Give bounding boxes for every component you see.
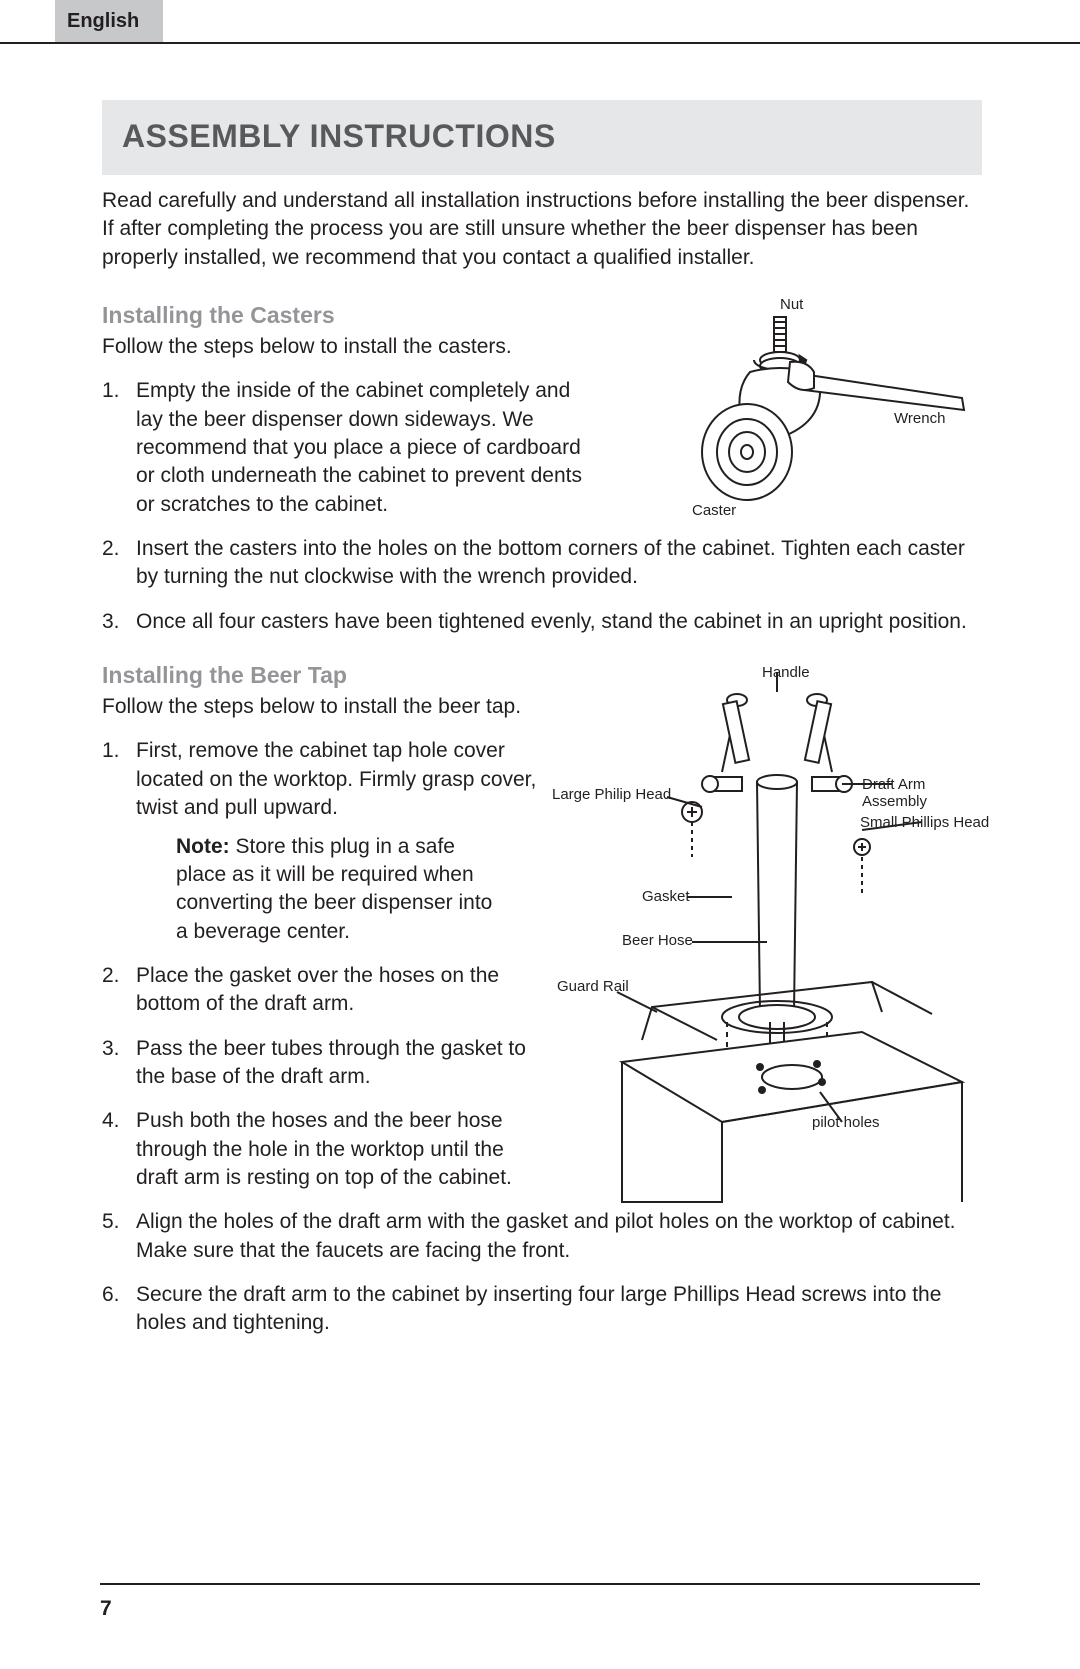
tap-step-4-text: Push both the hoses and the beer hose th… bbox=[136, 1109, 512, 1189]
tap-section: Handle Large Philip Head Draft Arm Assem… bbox=[102, 662, 982, 1338]
label-beer-hose: Beer Hose bbox=[622, 932, 693, 949]
label-draft-arm: Draft Arm Assembly bbox=[862, 776, 992, 810]
label-large-phillips: Large Philip Head bbox=[552, 786, 671, 803]
tap-step-6-text: Secure the draft arm to the cabinet by i… bbox=[136, 1283, 941, 1334]
casters-step-3-text: Once all four casters have been tightene… bbox=[136, 610, 967, 633]
tap-step-1: 1.First, remove the cabinet tap hole cov… bbox=[102, 737, 542, 945]
tap-step-3-text: Pass the beer tubes through the gasket t… bbox=[136, 1037, 526, 1088]
label-guard-rail: Guard Rail bbox=[557, 978, 629, 995]
intro-paragraph: Read carefully and understand all instal… bbox=[102, 187, 982, 272]
tap-step-4: 4.Push both the hoses and the beer hose … bbox=[102, 1107, 542, 1192]
casters-section: Nut Wrench Caster Installing the Casters… bbox=[102, 302, 982, 636]
label-gasket: Gasket bbox=[642, 888, 690, 905]
casters-step-2: 2.Insert the casters into the holes on t… bbox=[102, 535, 982, 592]
casters-step-3: 3.Once all four casters have been tighte… bbox=[102, 608, 982, 636]
content-area: ASSEMBLY INSTRUCTIONS Read carefully and… bbox=[102, 100, 982, 1364]
casters-step-1: 1.Empty the inside of the cabinet comple… bbox=[102, 377, 602, 519]
page-number: 7 bbox=[100, 1597, 112, 1621]
tap-lead: Follow the steps below to install the be… bbox=[102, 693, 622, 721]
tap-step-1-text: First, remove the cabinet tap hole cover… bbox=[136, 739, 536, 819]
casters-lead: Follow the steps below to install the ca… bbox=[102, 333, 602, 361]
label-wrench: Wrench bbox=[894, 410, 945, 427]
label-caster: Caster bbox=[692, 502, 736, 519]
tap-step-2-text: Place the gasket over the hoses on the b… bbox=[136, 964, 499, 1015]
label-handle: Handle bbox=[762, 664, 810, 681]
tap-step-2: 2.Place the gasket over the hoses on the… bbox=[102, 962, 542, 1019]
bottom-rule bbox=[100, 1583, 980, 1585]
tap-step-5-text: Align the holes of the draft arm with th… bbox=[136, 1210, 956, 1261]
tap-note: Note: Store this plug in a safe place as… bbox=[136, 833, 506, 946]
section-title: ASSEMBLY INSTRUCTIONS bbox=[122, 118, 556, 154]
language-label: English bbox=[67, 10, 139, 33]
label-nut: Nut bbox=[780, 296, 803, 313]
top-rule bbox=[0, 42, 1080, 44]
tap-step-5: 5.Align the holes of the draft arm with … bbox=[102, 1208, 982, 1265]
caster-figure: Nut Wrench Caster bbox=[632, 302, 992, 532]
note-label: Note: bbox=[176, 835, 230, 858]
casters-step-2-text: Insert the casters into the holes on the… bbox=[136, 537, 965, 588]
tap-figure: Handle Large Philip Head Draft Arm Assem… bbox=[562, 662, 992, 1202]
tap-step-6: 6.Secure the draft arm to the cabinet by… bbox=[102, 1281, 982, 1338]
casters-step-1-text: Empty the inside of the cabinet complete… bbox=[136, 379, 582, 515]
section-title-bar: ASSEMBLY INSTRUCTIONS bbox=[102, 100, 982, 175]
label-small-phillips: Small Phillips Head bbox=[860, 814, 989, 831]
language-tab: English bbox=[55, 0, 163, 42]
page: English ASSEMBLY INSTRUCTIONS Read caref… bbox=[0, 0, 1080, 1669]
tap-step-3: 3.Pass the beer tubes through the gasket… bbox=[102, 1035, 542, 1092]
label-pilot-holes: pilot holes bbox=[812, 1114, 880, 1131]
